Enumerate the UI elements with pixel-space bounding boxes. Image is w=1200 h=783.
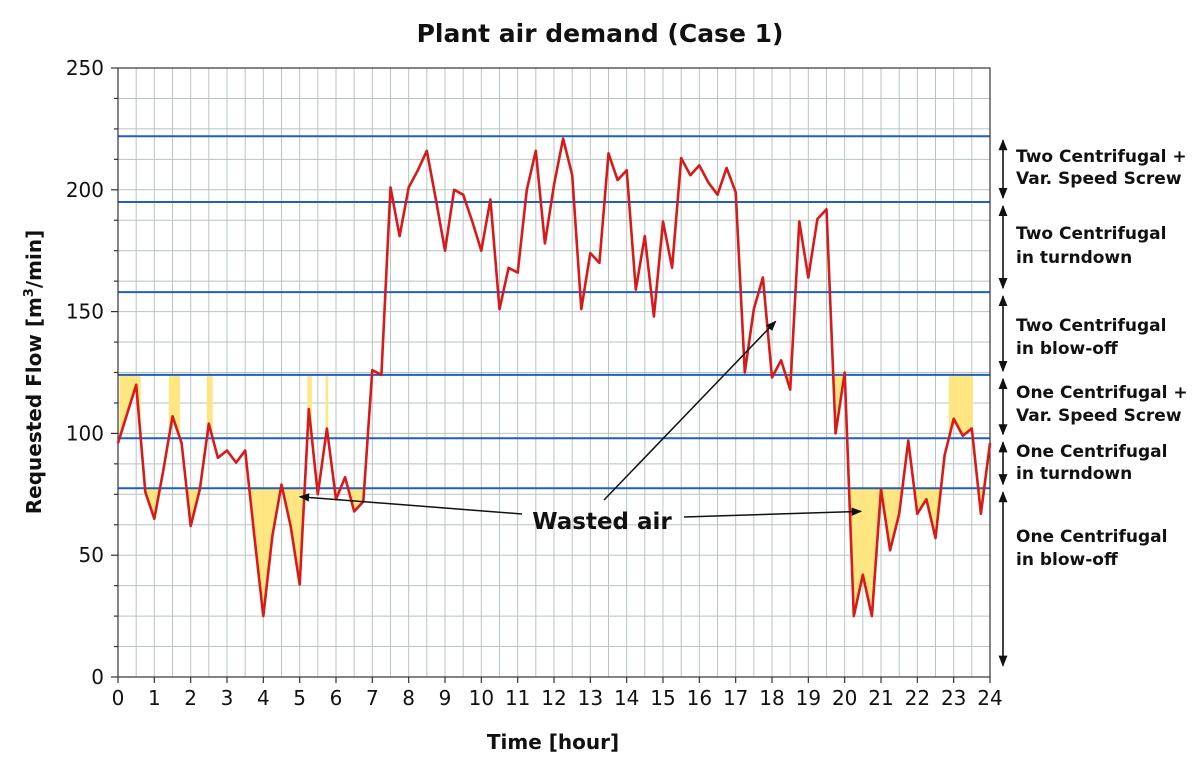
wasted-air-area bbox=[172, 374, 180, 439]
y-tick-label: 50 bbox=[79, 543, 104, 567]
y-tick-label: 250 bbox=[66, 56, 104, 80]
threshold-lines bbox=[118, 135, 990, 490]
x-tick-label: 21 bbox=[868, 686, 893, 710]
y-tick-label: 200 bbox=[66, 178, 104, 202]
x-tick-label: 17 bbox=[723, 686, 748, 710]
wasted-air-area bbox=[354, 488, 364, 512]
zone-label-line1: Two Centrifugal + bbox=[1016, 147, 1187, 167]
zone-label-line2: Var. Speed Screw bbox=[1016, 169, 1182, 189]
zone-label-line1: Two Centrifugal bbox=[1016, 316, 1166, 336]
y-tick-label: 150 bbox=[66, 300, 104, 324]
grid bbox=[117, 67, 991, 678]
x-tick-label: 2 bbox=[184, 686, 197, 710]
x-tick-label: 14 bbox=[614, 686, 639, 710]
x-tick-label: 19 bbox=[796, 686, 821, 710]
x-tick-label: 3 bbox=[221, 686, 234, 710]
x-tick-label: 16 bbox=[687, 686, 712, 710]
x-axis-label: Time [hour] bbox=[487, 730, 619, 754]
x-tick-label: 12 bbox=[541, 686, 566, 710]
wasted-air-area bbox=[254, 488, 264, 617]
x-tick-label: 8 bbox=[402, 686, 415, 710]
x-tick-label: 4 bbox=[257, 686, 270, 710]
zone-label-line2: in turndown bbox=[1016, 248, 1132, 268]
wasted-air-area bbox=[290, 488, 300, 585]
x-tick-label: 10 bbox=[469, 686, 494, 710]
annotation-label: Wasted air bbox=[532, 509, 672, 535]
x-tick-label: 6 bbox=[330, 686, 343, 710]
zone-label-line1: One Centrifugal + bbox=[1016, 383, 1188, 403]
wasted-air-area bbox=[263, 488, 273, 617]
zone-label-line2: in blow-off bbox=[1016, 550, 1118, 570]
axis-ticks: 0 1 2 3 4 5 6 7 8 9 10 11 12 13 14 15 16 17 18 19 20 21 22 23 24… bbox=[66, 56, 1003, 710]
annotation-arrow bbox=[298, 493, 523, 515]
annotation-arrow bbox=[683, 507, 863, 518]
x-tick-label: 5 bbox=[293, 686, 306, 710]
y-axis-label-superscript: 3 bbox=[22, 288, 37, 297]
x-tick-label: 7 bbox=[366, 686, 379, 710]
x-tick-label: 0 bbox=[112, 686, 125, 710]
zone-label-line2: in turndown bbox=[1016, 464, 1132, 484]
x-tick-label: 15 bbox=[650, 686, 675, 710]
wasted-air-area bbox=[962, 374, 972, 436]
x-tick-label: 22 bbox=[905, 686, 930, 710]
zone-label-line2: Var. Speed Screw bbox=[1016, 406, 1182, 426]
wasted-air-area bbox=[890, 488, 900, 551]
x-tick-label: 20 bbox=[832, 686, 857, 710]
chart-title: Plant air demand (Case 1) bbox=[417, 19, 784, 48]
flow-series-line bbox=[116, 137, 992, 618]
x-tick-label: 13 bbox=[578, 686, 603, 710]
annotation-arrow bbox=[603, 320, 777, 501]
y-tick-label: 100 bbox=[66, 421, 104, 445]
y-axis-label-end: /min] bbox=[22, 230, 46, 288]
y-tick-label: 0 bbox=[91, 665, 104, 689]
zone-label-line1: One Centrifugal bbox=[1016, 527, 1167, 547]
y-axis-label-main: Requested Flow [m bbox=[22, 297, 46, 514]
x-tick-label: 9 bbox=[439, 686, 452, 710]
series-layer bbox=[116, 137, 992, 618]
wasted-air-area bbox=[326, 374, 329, 439]
x-tick-label: 11 bbox=[505, 686, 530, 710]
annotation-layer: Wasted air bbox=[298, 320, 863, 535]
wasted-air-area bbox=[206, 374, 209, 439]
x-tick-label: 23 bbox=[941, 686, 966, 710]
x-tick-label: 1 bbox=[148, 686, 161, 710]
zone-label-line1: Two Centrifugal bbox=[1016, 224, 1166, 244]
zone-label-line2: in blow-off bbox=[1016, 339, 1118, 359]
wasted-air-area bbox=[168, 374, 173, 439]
y-axis-label: Requested Flow [m3/min] bbox=[22, 230, 46, 515]
wasted-air-area bbox=[971, 374, 973, 439]
wasted-air-area bbox=[208, 374, 213, 439]
x-tick-label: 18 bbox=[759, 686, 784, 710]
zone-label-line1: One Centrifugal bbox=[1016, 442, 1167, 462]
wasted-air-area bbox=[325, 374, 327, 439]
wasted-air-area bbox=[917, 488, 927, 514]
x-tick-label: 24 bbox=[977, 686, 1002, 710]
